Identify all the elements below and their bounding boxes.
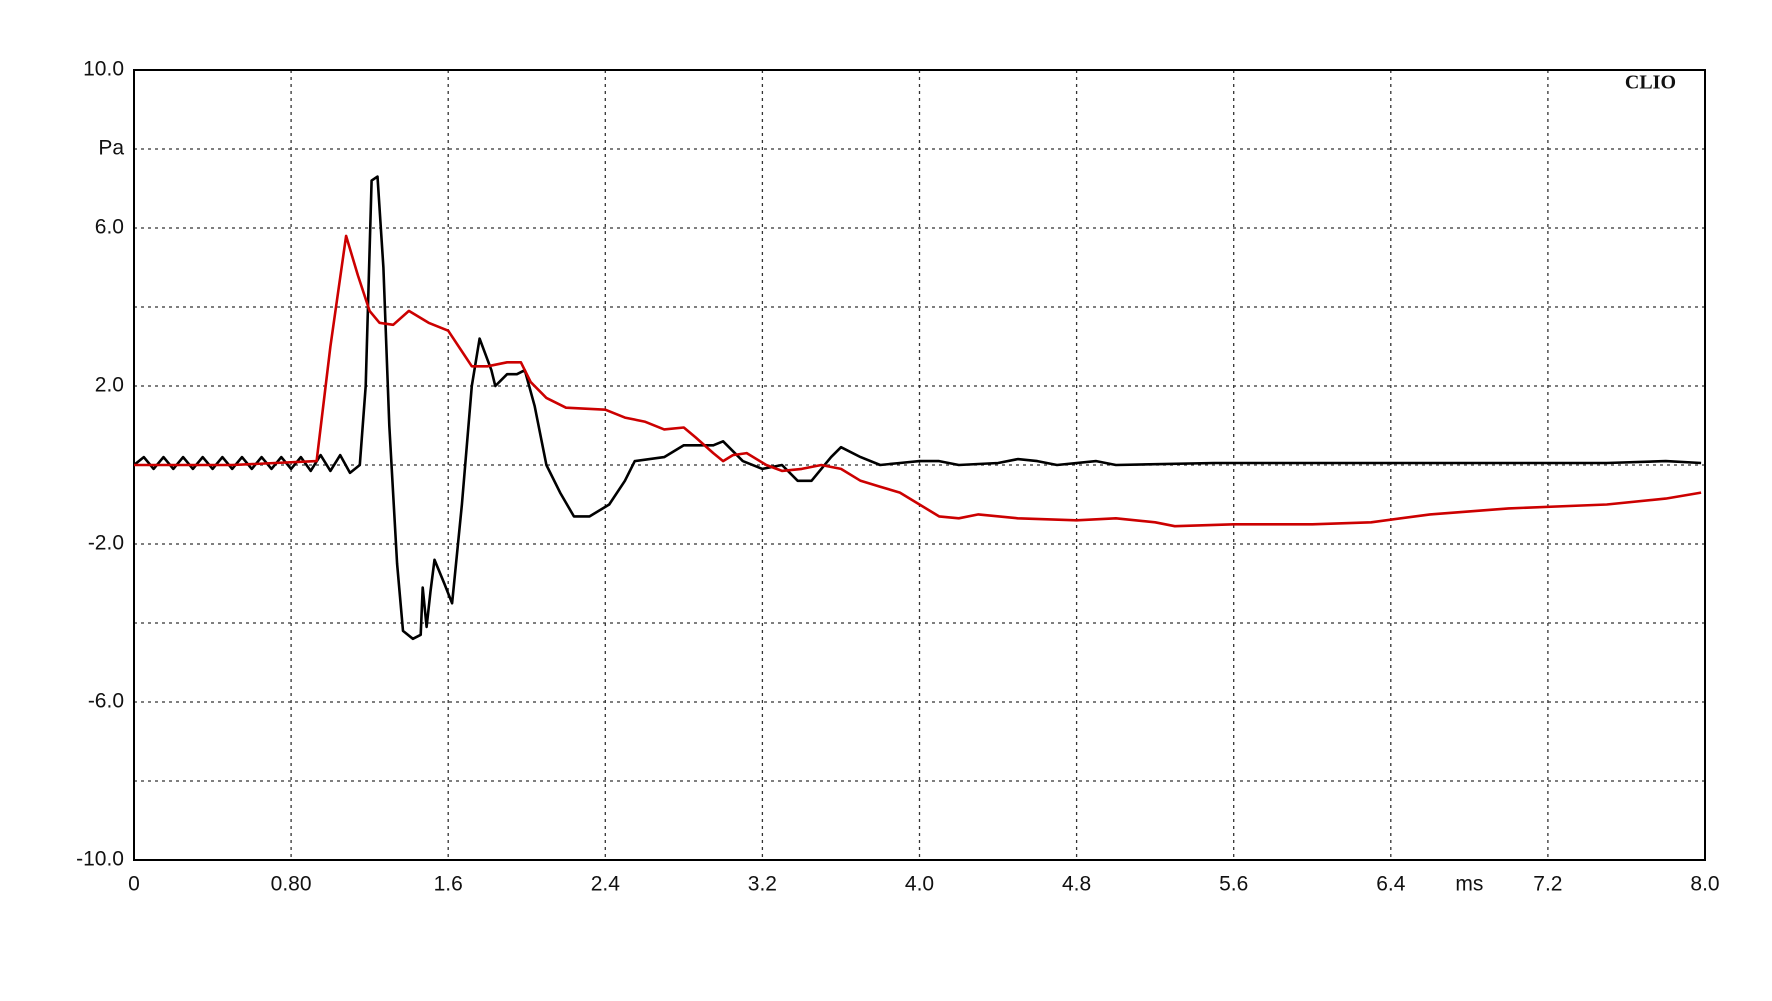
x-tick-label: 4.0 (905, 873, 934, 896)
x-tick-label: 3.2 (748, 873, 777, 896)
y-tick-label: 6.0 (95, 216, 124, 239)
x-tick-label: 2.4 (591, 873, 621, 896)
x-tick-label: 0 (128, 873, 140, 896)
x-tick-label: 1.6 (434, 873, 463, 896)
x-tick-label: 5.6 (1219, 873, 1248, 896)
y-tick-label: 2.0 (95, 374, 124, 397)
x-axis-label: ms (1455, 873, 1483, 896)
x-tick-label: 7.2 (1533, 873, 1562, 896)
x-tick-label: 4.8 (1062, 873, 1091, 896)
y-tick-label: -6.0 (88, 690, 124, 713)
x-tick-label: 8.0 (1690, 873, 1719, 896)
y-tick-label: 10.0 (83, 58, 124, 81)
y-axis-label: Pa (98, 137, 124, 160)
y-tick-label: -2.0 (88, 532, 124, 555)
y-tick-label: -10.0 (76, 848, 124, 871)
x-tick-label: 0.80 (271, 873, 312, 896)
x-tick-label: 6.4 (1376, 873, 1406, 896)
series-line (134, 234, 1702, 528)
brand-label: CLIO (1625, 72, 1676, 94)
series-line (133, 175, 1702, 641)
